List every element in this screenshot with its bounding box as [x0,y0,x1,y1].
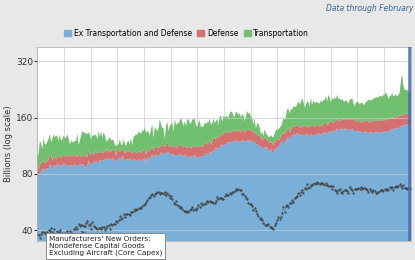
Text: Manufacturers' New Orders:
Nondefense Capital Goods
Excluding Aircraft (Core Cap: Manufacturers' New Orders: Nondefense Ca… [49,232,162,256]
Y-axis label: Billions (log scale): Billions (log scale) [4,106,13,183]
Legend: Ex Transportation and Defense, Defense, Transportation: Ex Transportation and Defense, Defense, … [61,26,312,41]
Text: Data through February: Data through February [325,4,413,13]
